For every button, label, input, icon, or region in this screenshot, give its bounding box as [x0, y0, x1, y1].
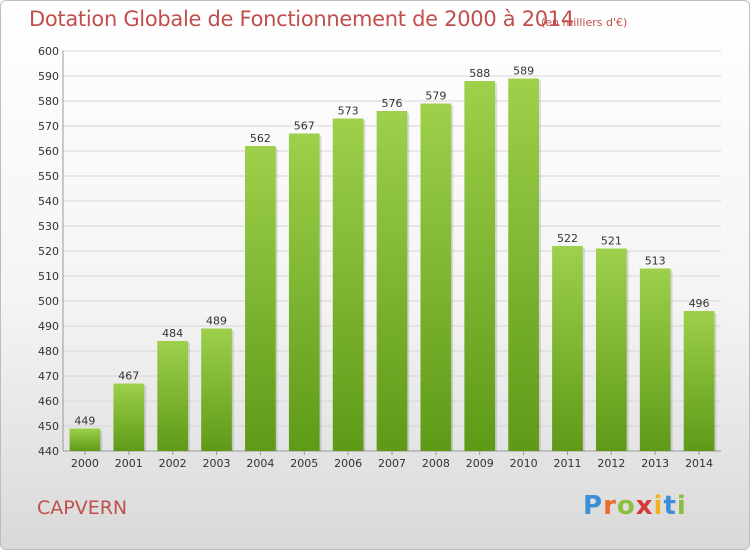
bar — [69, 428, 101, 451]
x-tick-label: 2003 — [203, 457, 231, 470]
bar — [683, 311, 715, 451]
bar-value-label: 489 — [206, 315, 227, 328]
x-tick-label: 2004 — [246, 457, 274, 470]
logo-letter: i — [653, 491, 664, 521]
axis-layer: 440 450 460 470 480 490 500 510 520 530 540 550 560 5… — [38, 45, 721, 470]
x-tick-label: 2011 — [553, 457, 581, 470]
bar — [376, 111, 408, 451]
y-tick-label: 600 — [38, 45, 59, 58]
logo-letter: x — [635, 491, 654, 521]
proxiti-logo: Proxiti — [583, 491, 687, 521]
bar — [464, 81, 496, 451]
x-tick-label: 2000 — [71, 457, 99, 470]
x-tick-label: 2009 — [466, 457, 494, 470]
bar-value-label: 562 — [250, 132, 271, 145]
bar — [420, 103, 452, 451]
bar — [508, 78, 539, 451]
y-tick-label: 550 — [38, 170, 59, 183]
logo-letter: t — [663, 491, 677, 521]
bar-value-label: 588 — [469, 67, 490, 80]
x-tick-label: 2012 — [597, 457, 625, 470]
bar — [595, 248, 627, 451]
logo-letter: o — [616, 491, 636, 521]
x-tick-label: 2008 — [422, 457, 450, 470]
y-tick-label: 490 — [38, 320, 59, 333]
bar — [113, 383, 145, 451]
logo-letter: P — [583, 491, 604, 521]
bar — [201, 328, 232, 451]
chart-title: Dotation Globale de Fonctionnement de 20… — [29, 7, 574, 31]
bar-value-label: 467 — [118, 370, 139, 383]
y-tick-label: 560 — [38, 145, 59, 158]
y-tick-label: 580 — [38, 95, 59, 108]
x-tick-label: 2014 — [685, 457, 713, 470]
y-tick-label: 480 — [38, 345, 59, 358]
bar — [288, 133, 320, 451]
logo-letter: r — [603, 491, 617, 521]
bar-value-label: 449 — [74, 415, 95, 428]
x-tick-label: 2007 — [378, 457, 406, 470]
bar-value-label: 579 — [425, 90, 446, 103]
bar-value-label: 521 — [601, 235, 622, 248]
y-tick-label: 520 — [38, 245, 59, 258]
bar-value-label: 513 — [645, 255, 666, 268]
x-tick-label: 2010 — [510, 457, 538, 470]
bar — [245, 146, 276, 451]
y-tick-label: 510 — [38, 270, 59, 283]
bar — [552, 246, 583, 451]
chart-subtitle: (en milliers d'€) — [541, 16, 628, 29]
bar-value-label: 567 — [294, 120, 315, 133]
y-tick-label: 530 — [38, 220, 59, 233]
y-tick-label: 450 — [38, 420, 59, 433]
y-tick-label: 440 — [38, 445, 59, 458]
bar — [639, 268, 671, 451]
bar-value-label: 576 — [382, 97, 403, 110]
bar — [157, 341, 189, 451]
x-tick-label: 2006 — [334, 457, 362, 470]
bar-value-label: 573 — [338, 105, 359, 118]
x-tick-label: 2013 — [641, 457, 669, 470]
x-tick-label: 2001 — [115, 457, 143, 470]
y-tick-label: 470 — [38, 370, 59, 383]
bar-value-label: 589 — [513, 65, 534, 78]
logo-letter: i — [676, 491, 687, 521]
y-tick-label: 540 — [38, 195, 59, 208]
y-tick-label: 570 — [38, 120, 59, 133]
town-name: CAPVERN — [37, 497, 128, 519]
y-tick-label: 500 — [38, 295, 59, 308]
bar-value-label: 522 — [557, 232, 578, 245]
bar-value-label: 484 — [162, 327, 183, 340]
y-tick-label: 590 — [38, 70, 59, 83]
bar — [332, 118, 364, 451]
y-tick-label: 460 — [38, 395, 59, 408]
bar-value-label: 496 — [689, 297, 710, 310]
x-tick-label: 2005 — [290, 457, 318, 470]
x-tick-label: 2002 — [159, 457, 187, 470]
bar-layer: 449 467 484 489 562 567 573 576 579 588 589 522 521 5… — [69, 65, 717, 451]
